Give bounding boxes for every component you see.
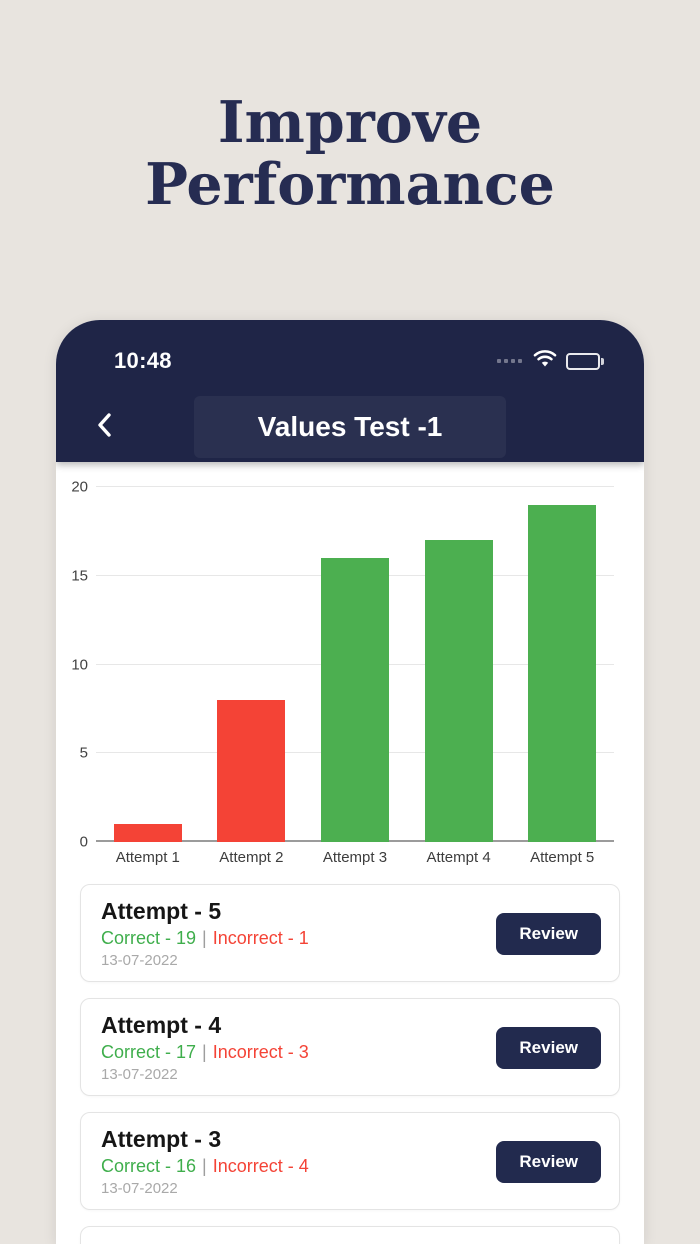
hero-title-line1: Improve (217, 89, 483, 156)
y-tick-label: 0 (79, 833, 88, 851)
attempt-score: Correct - 17 | Incorrect - 3 (101, 1042, 309, 1063)
gridline (96, 486, 614, 487)
score-separator: | (202, 1042, 207, 1062)
list-item: Attempt - 3 Correct - 16 | Incorrect - 4 1… (80, 1112, 620, 1210)
bar-attempt-2 (217, 700, 286, 842)
status-bar: 10:48 (56, 320, 644, 392)
phone-header: 10:48 (56, 320, 644, 462)
battery-icon (566, 352, 604, 370)
review-button[interactable]: Review (496, 1026, 601, 1069)
bar-attempt-5 (528, 504, 597, 842)
y-tick-label: 20 (71, 478, 88, 496)
hero-title-line2: Performance (145, 150, 555, 218)
attempt-info: Attempt - 3 Correct - 16 | Incorrect - 4 1… (101, 1126, 309, 1197)
review-button[interactable]: Review (496, 1140, 601, 1183)
incorrect-count: Incorrect - 3 (212, 1042, 309, 1062)
review-button[interactable]: Review (496, 912, 601, 955)
nav-title-box: Values Test -1 (194, 396, 506, 458)
score-separator: | (202, 1156, 207, 1176)
attempt-date: 13-07-2022 (101, 1066, 178, 1083)
attempt-title: Attempt - 3 (101, 1126, 222, 1152)
x-tick-label: Attempt 2 (219, 849, 284, 866)
attempt-info: Attempt - 4 Correct - 17 | Incorrect - 3 1… (101, 1012, 309, 1083)
score-separator: | (202, 928, 207, 948)
attempt-date: 13-07-2022 (101, 1180, 178, 1197)
bars-group (96, 487, 614, 842)
x-tick-label: Attempt 4 (426, 849, 491, 866)
incorrect-count: Incorrect - 4 (212, 1156, 309, 1176)
attempt-title: Attempt - 5 (101, 898, 222, 924)
list-item: Attempt - 4 Correct - 17 | Incorrect - 3 1… (80, 998, 620, 1096)
correct-count: Correct - 16 (101, 1156, 197, 1176)
y-tick-label: 10 (71, 656, 88, 673)
attempt-title: Attempt - 4 (101, 1012, 222, 1038)
wifi-icon (533, 349, 557, 373)
bar-attempt-4 (424, 540, 493, 842)
attempt-score: Correct - 16 | Incorrect - 4 (101, 1156, 309, 1177)
hero-title: Improve Performance (0, 92, 700, 215)
chevron-left-icon (96, 412, 112, 443)
chart-plot-area: 0 5 10 15 20 (71, 479, 614, 851)
list-item-partial (80, 1226, 620, 1244)
incorrect-count: Incorrect - 1 (212, 928, 309, 948)
y-tick-label: 5 (79, 744, 88, 762)
y-tick-label: 15 (71, 567, 88, 585)
x-tick-label: Attempt 1 (115, 849, 180, 866)
page-title: Values Test -1 (257, 411, 443, 442)
attempt-score: Correct - 19 | Incorrect - 1 (101, 928, 309, 949)
back-button[interactable] (80, 392, 128, 462)
attempt-list: Attempt - 5 Correct - 19 | Incorrect - 1 1… (56, 866, 644, 1244)
attempt-info: Attempt - 5 Correct - 19 | Incorrect - 1 1… (101, 898, 309, 969)
status-time: 10:48 (114, 348, 172, 373)
cellular-signal-icon (497, 359, 522, 363)
correct-count: Correct - 19 (101, 928, 197, 948)
attempt-date: 13-07-2022 (101, 952, 178, 969)
x-tick-label: Attempt 3 (322, 849, 388, 866)
x-tick-label: Attempt 5 (530, 849, 595, 866)
chart-x-axis-labels: Attempt 1 Attempt 2 Attempt 3 Attempt 4 Atte… (96, 842, 614, 866)
status-icons (497, 349, 604, 373)
attempts-bar-chart: 0 5 10 15 20 Attempt 1 Attempt 2 Attempt 3 Atte… (56, 462, 644, 866)
bar-attempt-1 (113, 824, 182, 842)
list-item: Attempt - 5 Correct - 19 | Incorrect - 1 1… (80, 884, 620, 982)
correct-count: Correct - 17 (101, 1042, 197, 1062)
bar-attempt-3 (320, 558, 389, 842)
phone-mockup: 10:48 (56, 320, 644, 1244)
nav-bar: Values Test -1 (56, 392, 644, 462)
